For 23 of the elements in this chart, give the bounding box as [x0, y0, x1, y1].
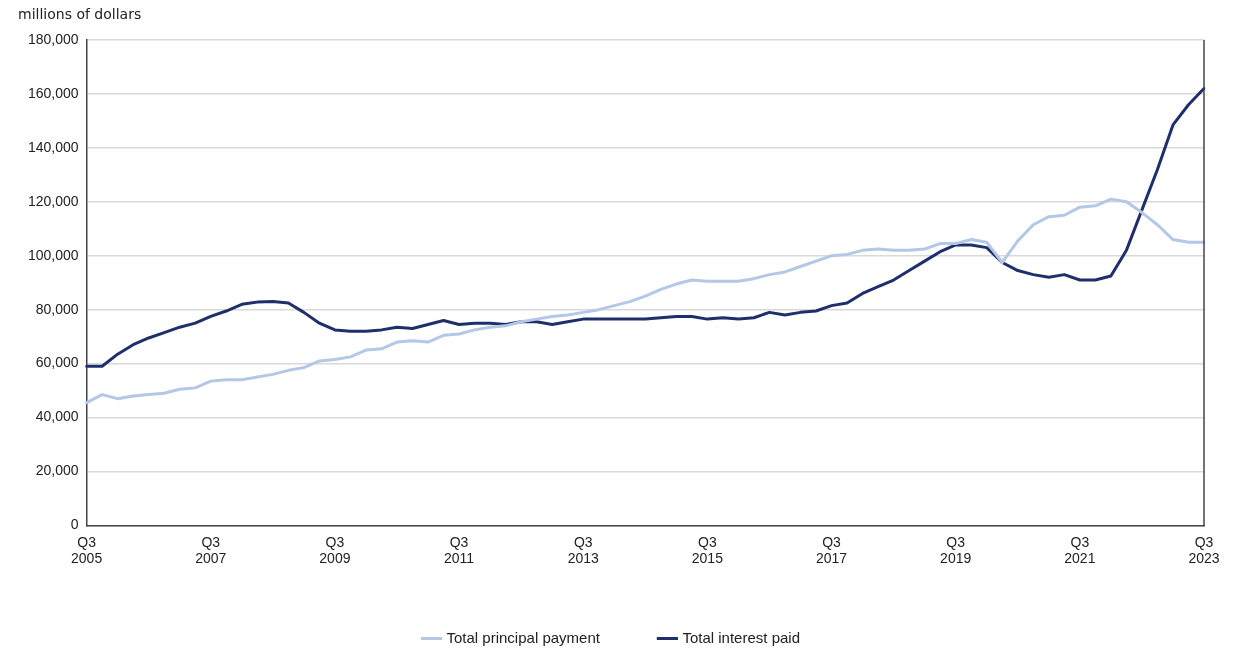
y-tick-label: 80,000 — [35, 300, 79, 317]
y-tick-label: 20,000 — [35, 462, 79, 479]
y-tick-label: 0 — [70, 516, 79, 533]
y-tick-label: 140,000 — [28, 138, 79, 155]
y-tick-label: 180,000 — [28, 30, 79, 47]
x-tick-label: Q3 2011 — [444, 533, 475, 567]
x-tick-label: Q3 2005 — [71, 533, 103, 567]
y-axis-title: millions of dollars — [18, 6, 142, 22]
x-tick-label: Q3 2013 — [567, 533, 600, 567]
x-tick-label: Q3 2021 — [1064, 533, 1096, 567]
y-tick-label: 100,000 — [28, 246, 79, 263]
x-tick-label: Q3 2023 — [1188, 533, 1220, 567]
y-tick-label: 40,000 — [35, 408, 79, 425]
x-tick-label: Q3 2017 — [815, 533, 848, 567]
y-tick-label: 160,000 — [28, 84, 79, 101]
x-tick-label: Q3 2007 — [195, 533, 227, 567]
y-tick-label: 120,000 — [28, 192, 79, 209]
legend-label: Total principal payment — [446, 628, 601, 646]
x-tick-label: Q3 2009 — [319, 533, 351, 567]
x-tick-label: Q3 2015 — [691, 533, 724, 567]
x-tick-label: Q3 2019 — [940, 533, 972, 567]
legend-label: Total interest paid — [682, 628, 800, 646]
y-tick-label: 60,000 — [35, 354, 79, 371]
